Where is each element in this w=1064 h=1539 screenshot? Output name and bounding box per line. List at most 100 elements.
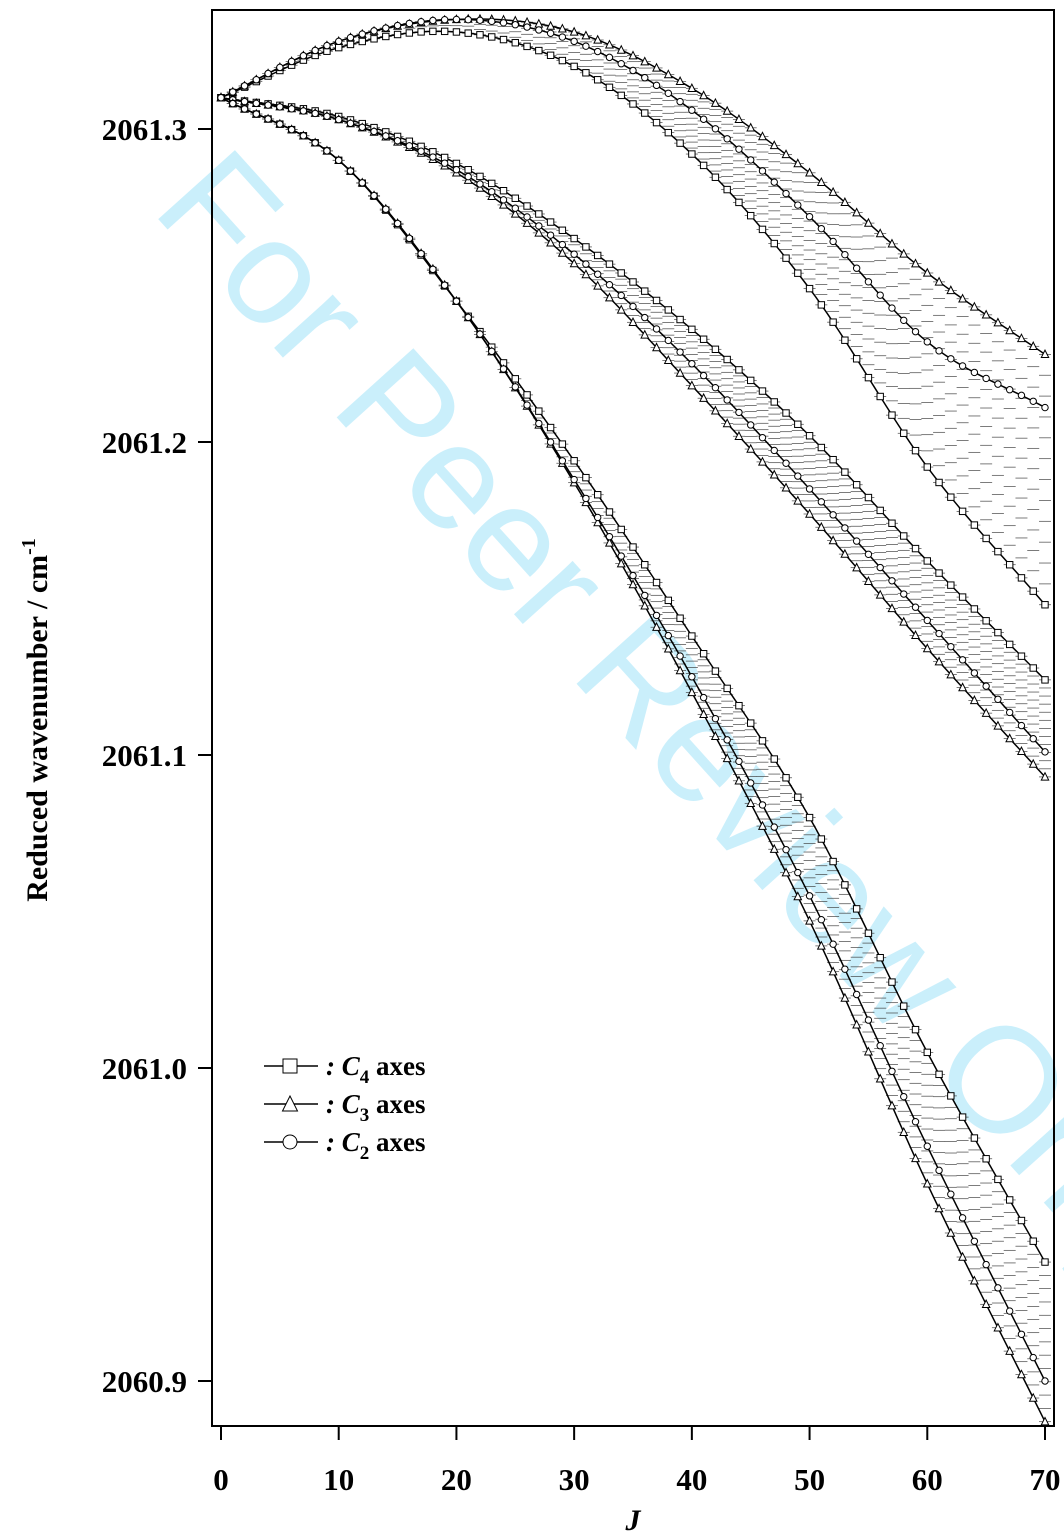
circle-marker <box>958 656 967 664</box>
triangle-marker <box>722 105 732 115</box>
circle-marker <box>758 167 767 175</box>
square-marker <box>641 109 649 117</box>
circle-marker <box>593 47 602 56</box>
square-marker <box>605 260 614 268</box>
circle-marker <box>864 278 873 286</box>
triangle-marker <box>757 820 767 830</box>
circle-marker <box>888 1067 896 1075</box>
square-marker <box>970 605 979 613</box>
circle-marker <box>723 396 731 404</box>
triangle-marker <box>958 682 968 692</box>
circle-marker <box>276 120 284 128</box>
circle-marker <box>558 33 567 41</box>
square-marker <box>641 561 649 569</box>
triangle-marker <box>710 405 720 415</box>
square-marker <box>958 507 967 516</box>
y-tick-label: 2060.9 <box>102 1364 187 1399</box>
circle-marker <box>794 472 802 480</box>
triangle-marker <box>852 562 862 572</box>
triangle-marker <box>746 798 756 808</box>
triangle-marker <box>663 643 673 653</box>
triangle-marker <box>793 158 803 168</box>
circle-marker <box>676 348 684 356</box>
triangle-marker <box>604 292 614 302</box>
square-marker <box>900 1002 908 1010</box>
square-marker <box>676 614 684 622</box>
circle-marker <box>323 147 331 155</box>
legend-label-sub: 3 <box>360 1105 370 1126</box>
triangle-marker <box>946 669 956 679</box>
circle-marker <box>488 188 496 196</box>
circle-marker <box>652 611 661 620</box>
square-marker <box>723 185 731 194</box>
triangle-marker <box>1005 733 1015 743</box>
square-marker <box>982 1155 990 1163</box>
circle-marker <box>311 139 319 147</box>
circle-marker <box>864 1016 873 1024</box>
circle-marker <box>287 57 296 66</box>
circle-marker <box>817 915 826 924</box>
square-marker <box>794 793 802 801</box>
legend-label-suffix: axes <box>369 1089 425 1119</box>
square-marker <box>676 315 684 324</box>
circle-marker <box>817 224 826 233</box>
circle-marker <box>770 823 778 831</box>
y-tick-label: 2061.2 <box>102 425 187 460</box>
square-marker <box>1029 587 1037 595</box>
triangle-marker <box>734 114 744 124</box>
x-tick-label: 20 <box>441 1462 472 1497</box>
square-marker <box>805 284 814 293</box>
circle-marker <box>511 204 519 212</box>
circle-marker <box>523 213 531 221</box>
triangle-marker <box>793 891 803 901</box>
triangle-marker <box>981 1298 991 1309</box>
circle-marker <box>299 107 308 115</box>
square-marker <box>947 1092 955 1100</box>
square-marker <box>911 544 920 553</box>
square-marker <box>735 366 743 374</box>
circle-marker <box>570 37 578 46</box>
square-marker <box>593 251 602 260</box>
circle-marker <box>947 643 955 651</box>
square-marker <box>464 29 472 37</box>
circle-marker <box>994 695 1002 703</box>
circle-marker <box>982 1260 990 1269</box>
triangle-marker <box>805 167 815 177</box>
square-marker <box>499 186 508 195</box>
circle-marker <box>617 60 625 68</box>
square-marker <box>476 31 484 39</box>
circle-marker <box>252 99 261 108</box>
circle-marker <box>605 281 614 289</box>
circle-marker <box>335 156 343 165</box>
circle-marker <box>935 1166 943 1175</box>
square-marker <box>582 69 590 77</box>
square-marker <box>558 226 567 234</box>
square-marker <box>805 813 814 822</box>
circle-marker <box>252 110 261 118</box>
square-marker <box>994 1175 1002 1184</box>
circle-marker <box>735 145 743 153</box>
triangle-marker <box>522 217 532 227</box>
triangle-marker <box>487 190 497 201</box>
circle-marker <box>382 205 390 213</box>
y-axis: 2060.9 2061.0 2061.1 2061.2 2061.3 <box>102 112 212 1399</box>
triangle-marker <box>663 355 673 365</box>
circle-marker <box>1017 391 1026 400</box>
circle-marker <box>440 159 449 167</box>
triangle-marker <box>969 695 979 705</box>
circle-marker <box>346 33 355 42</box>
square-marker <box>911 446 920 455</box>
circle-marker <box>464 313 472 322</box>
square-marker <box>382 32 390 41</box>
triangle-marker <box>816 176 826 186</box>
circle-marker <box>393 21 402 30</box>
circle-marker <box>617 291 625 300</box>
square-marker <box>664 306 673 314</box>
square-marker <box>782 409 790 417</box>
square-marker <box>735 701 743 710</box>
square-marker <box>852 905 861 913</box>
square-marker <box>723 355 731 364</box>
circle-marker <box>711 125 720 133</box>
circle-marker <box>370 27 378 35</box>
triangle-marker <box>934 1203 944 1213</box>
